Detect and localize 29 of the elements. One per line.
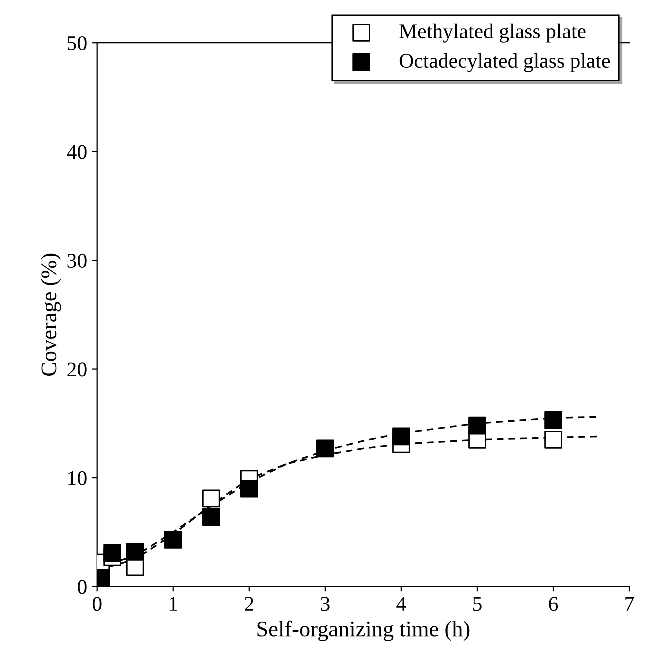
x-tick-label: 2 xyxy=(245,597,254,611)
point xyxy=(126,543,144,561)
point xyxy=(240,480,258,498)
point xyxy=(544,411,562,430)
y-tick-label: 30 xyxy=(68,254,87,268)
point xyxy=(164,531,182,549)
point xyxy=(104,544,122,562)
point xyxy=(544,431,562,449)
point xyxy=(202,490,220,508)
point xyxy=(392,428,410,446)
point xyxy=(202,508,220,526)
point xyxy=(316,440,334,458)
x-tick-label: 5 xyxy=(473,597,482,612)
legend-label: Octadecylated glass plate xyxy=(400,53,610,72)
point xyxy=(468,416,486,435)
x-tick-label: 6 xyxy=(549,597,558,612)
y-axis-title: Coverage (%) xyxy=(41,254,62,376)
x-tick-label: 3 xyxy=(321,597,330,612)
y-tick-label: 10 xyxy=(68,471,87,486)
y-tick-label: 20 xyxy=(68,362,87,377)
x-tick-label: 1 xyxy=(170,597,178,611)
x-tick-label: 0 xyxy=(92,597,102,612)
y-tick-label: 50 xyxy=(68,36,87,51)
x-tick-label: 4 xyxy=(396,597,406,611)
x-tick-label: 7 xyxy=(626,597,634,611)
legend-label: Methylated glass plate xyxy=(400,24,586,43)
y-tick-label: 0 xyxy=(78,580,87,594)
y-tick-label: 40 xyxy=(67,145,87,160)
x-axis-title: Self-organizing time (h) xyxy=(258,620,470,642)
